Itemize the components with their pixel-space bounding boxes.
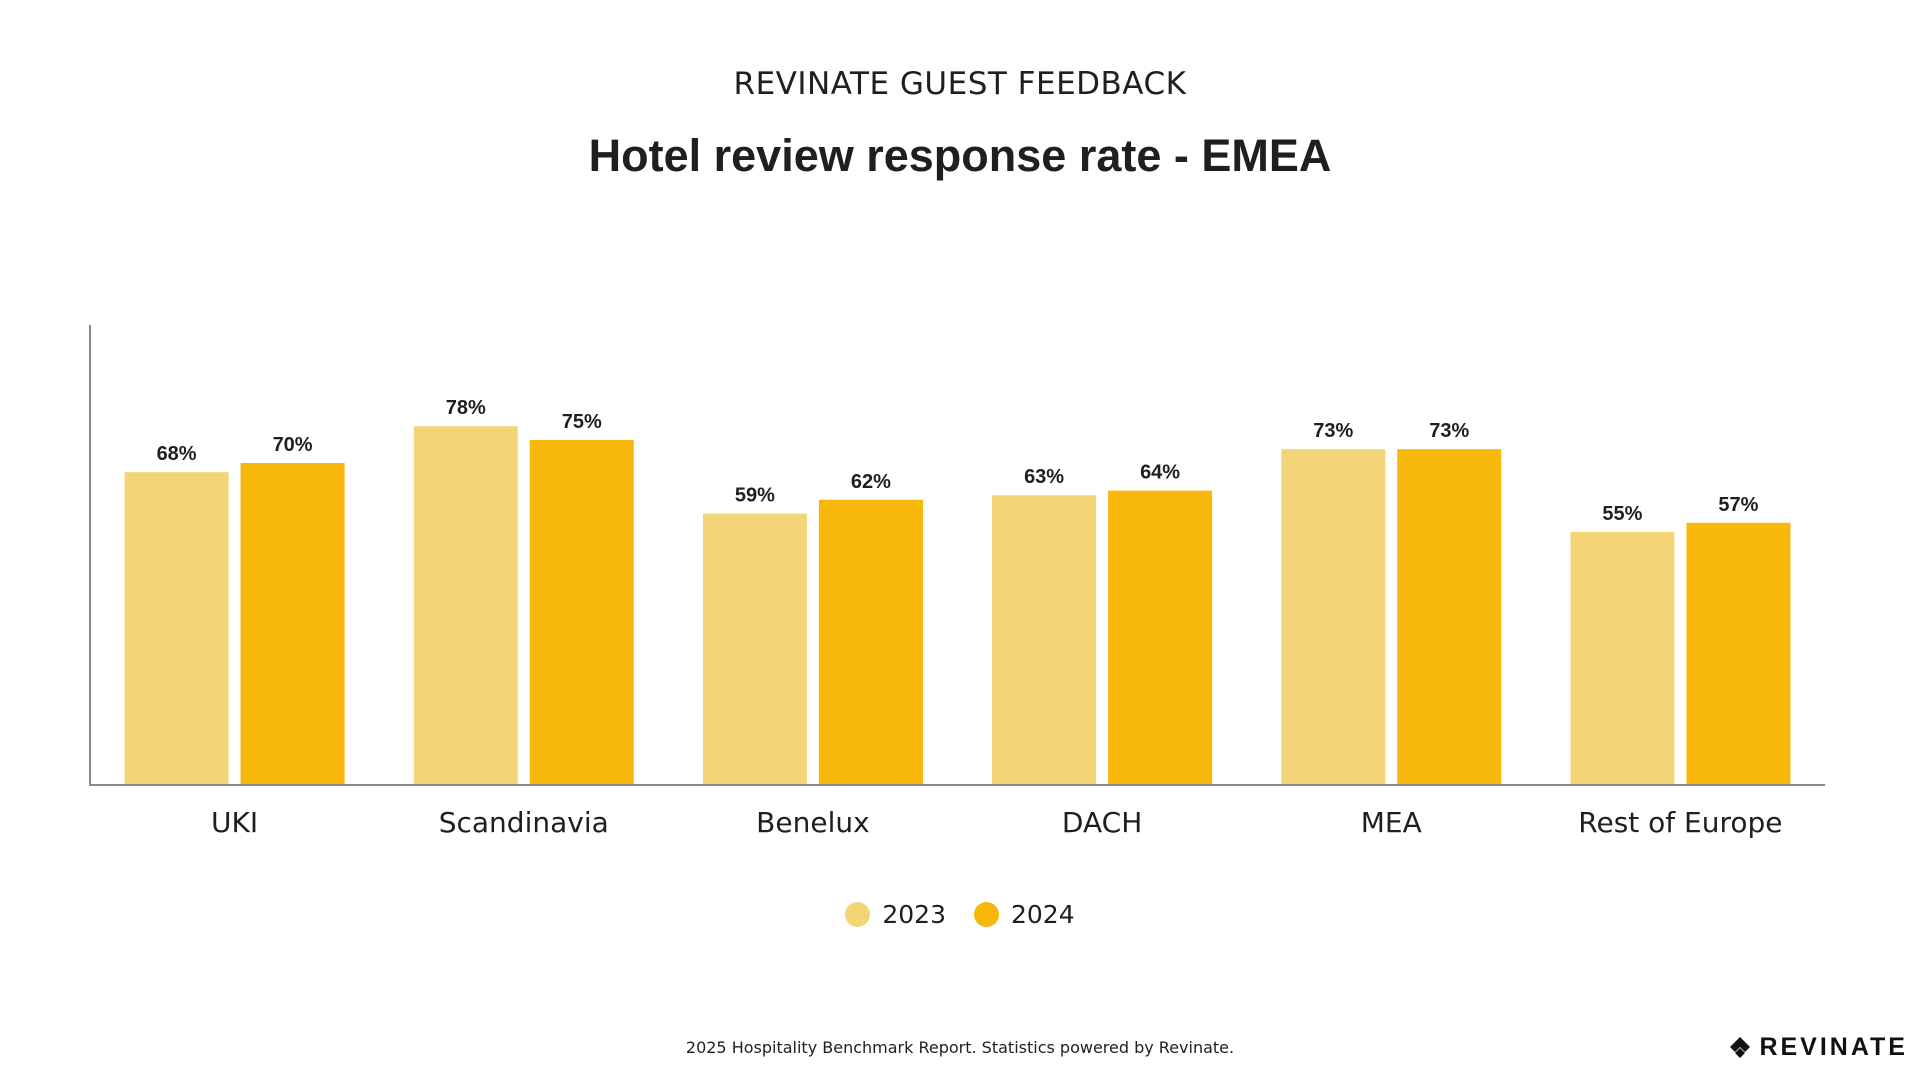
category-label-rest-of-europe: Rest of Europe bbox=[1578, 806, 1782, 839]
legend-label-2024: 2024 bbox=[1011, 900, 1075, 929]
category-label-mea: MEA bbox=[1361, 806, 1422, 839]
category-label-dach: DACH bbox=[1062, 806, 1142, 839]
bar-label-dach-2024: 64% bbox=[1140, 462, 1180, 484]
bar-rest-of-europe-2024 bbox=[1686, 522, 1791, 785]
legend-label-2023: 2023 bbox=[882, 900, 946, 929]
category-label-benelux: Benelux bbox=[756, 806, 870, 839]
footer-note: 2025 Hospitality Benchmark Report. Stati… bbox=[685, 1038, 1235, 1057]
chart-supertitle: REVINATE GUEST FEEDBACK bbox=[733, 66, 1187, 102]
bar-label-uki-2024: 70% bbox=[273, 434, 313, 456]
revinate-logo-icon bbox=[1730, 1036, 1751, 1058]
bar-label-mea-2024: 73% bbox=[1429, 420, 1469, 442]
bar-label-benelux-2024: 62% bbox=[851, 471, 891, 493]
bar-label-uki-2023: 68% bbox=[157, 443, 197, 465]
legend-swatch-2023 bbox=[845, 902, 871, 927]
bar-label-benelux-2023: 59% bbox=[735, 485, 775, 507]
bar-label-scandinavia-2023: 78% bbox=[446, 397, 486, 419]
bar-label-rest-of-europe-2023: 55% bbox=[1602, 503, 1642, 525]
bar-benelux-2023 bbox=[702, 513, 807, 785]
bar-label-dach-2023: 63% bbox=[1024, 466, 1064, 488]
bar-label-mea-2023: 73% bbox=[1313, 420, 1353, 442]
bar-uki-2024 bbox=[240, 463, 345, 785]
bar-scandinavia-2023 bbox=[413, 426, 518, 785]
bar-scandinavia-2024 bbox=[529, 440, 634, 785]
revinate-logo: REVINATE bbox=[1729, 1033, 1908, 1062]
category-label-uki: UKI bbox=[211, 806, 258, 839]
bar-dach-2024 bbox=[1108, 490, 1213, 785]
legend-item-2023: 2023 bbox=[845, 900, 946, 929]
chart-title: Hotel review response rate - EMEA bbox=[588, 130, 1332, 181]
bar-mea-2024 bbox=[1397, 449, 1502, 785]
bar-rest-of-europe-2023 bbox=[1570, 532, 1675, 785]
revinate-logo-text: REVINATE bbox=[1759, 1033, 1908, 1061]
bar-mea-2023 bbox=[1281, 449, 1386, 785]
bar-label-scandinavia-2024: 75% bbox=[562, 411, 602, 433]
category-label-scandinavia: Scandinavia bbox=[439, 806, 609, 839]
bar-label-rest-of-europe-2024: 57% bbox=[1718, 494, 1758, 516]
bar-benelux-2024 bbox=[818, 499, 923, 785]
chart-legend: 2023 2024 bbox=[0, 900, 1920, 929]
legend-item-2024: 2024 bbox=[974, 900, 1075, 929]
legend-swatch-2024 bbox=[974, 902, 999, 927]
bar-dach-2023 bbox=[992, 495, 1097, 785]
bar-uki-2023 bbox=[124, 472, 229, 785]
